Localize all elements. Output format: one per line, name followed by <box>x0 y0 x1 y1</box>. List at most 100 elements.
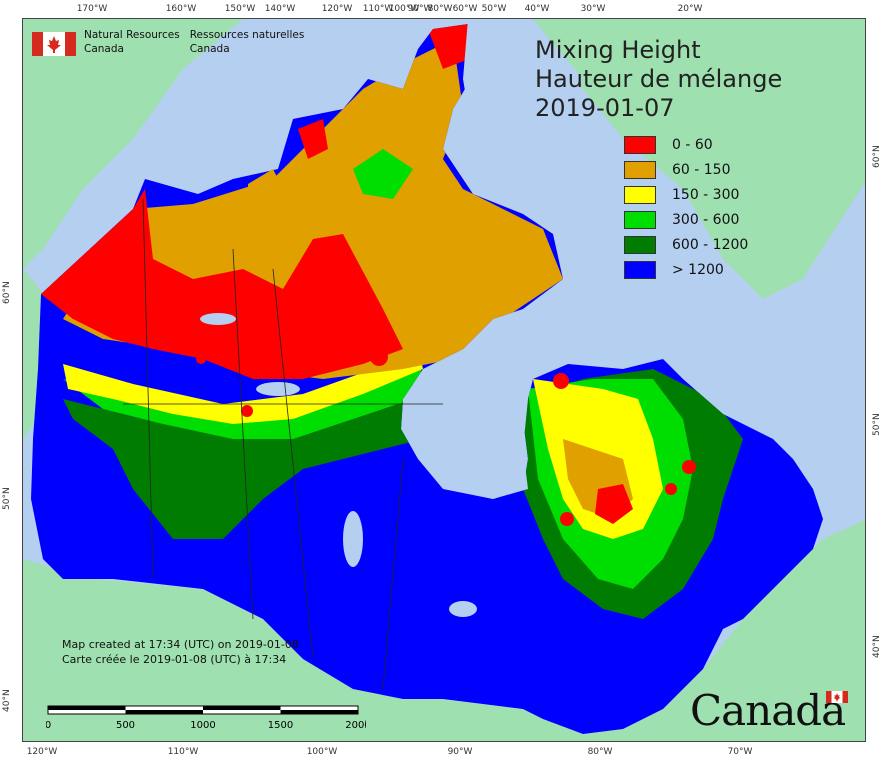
land-greenland <box>533 19 865 299</box>
scale-label: 2000 <box>345 720 366 731</box>
scale-unit: km <box>364 720 366 731</box>
legend-label: > 1200 <box>672 261 724 278</box>
graticule-label-bottom: 120°W <box>26 747 58 757</box>
legend-swatch <box>624 210 656 229</box>
title-date: 2019-01-07 <box>535 94 675 122</box>
boundary-mb-on <box>382 458 404 690</box>
boundaries <box>123 198 443 690</box>
lake <box>343 511 363 567</box>
credits-en: Map created at 17:34 (UTC) on 2019-01-08 <box>62 638 299 651</box>
zone-0-60-spot <box>139 329 151 341</box>
wordmark-flag-icon <box>826 691 848 703</box>
title-line-en: Mixing Height <box>535 36 701 64</box>
scale-label: 1000 <box>190 720 215 731</box>
boundary-yukon-bc <box>142 198 154 580</box>
legend-label: 300 - 600 <box>672 211 740 228</box>
legend-swatch <box>624 160 656 179</box>
credits-fr: Carte créée le 2019-01-08 (UTC) à 17:34 <box>62 653 287 666</box>
zone-0-60-spot <box>560 512 574 526</box>
zone-0-60-spot <box>682 460 696 474</box>
zone-0-60-quebec <box>595 484 633 524</box>
graticule-label-top: 80°W <box>427 4 453 14</box>
graticule-label-top: 90°W <box>407 4 433 14</box>
map-credits: Map created at 17:34 (UTC) on 2019-01-08… <box>62 637 299 667</box>
graticule-label-bottom: 110°W <box>167 747 199 757</box>
map-graphic <box>23 19 865 741</box>
graticule-label-top: 50°W <box>481 4 507 14</box>
arctic-island <box>298 119 328 159</box>
scale-label: 500 <box>116 720 135 731</box>
legend-label: 60 - 150 <box>672 161 731 178</box>
title-line-fr: Hauteur de mélange <box>535 65 783 93</box>
map-title: Mixing Height Hauteur de mélange 2019-01… <box>535 36 782 123</box>
graticule-label-top: 60°W <box>452 4 478 14</box>
legend-swatch <box>624 135 656 154</box>
graticule-label-top: 140°W <box>264 4 296 14</box>
zone-0-60-spot <box>196 354 206 364</box>
legend-item: 600 - 1200 <box>624 232 748 257</box>
lake <box>256 382 300 396</box>
baffin-bay <box>463 19 583 169</box>
legend-swatch <box>624 235 656 254</box>
zone-0-60-spot <box>370 348 388 366</box>
land-usa <box>23 519 865 741</box>
canada-flag-icon <box>32 32 76 56</box>
graticule-label-top: 20°W <box>677 4 703 14</box>
graticule-label-right: 60°N <box>872 145 880 168</box>
agency-name-fr: Ressources naturelles Canada <box>190 28 305 56</box>
graticule-label-bottom: 90°W <box>447 747 473 757</box>
legend-label: 600 - 1200 <box>672 236 749 253</box>
graticule-label-top: 170°W <box>76 4 108 14</box>
graticule-label-top: 150°W <box>224 4 256 14</box>
agency-fr-line: Ressources naturelles <box>189 29 305 41</box>
lake <box>200 313 236 325</box>
graticule-label-bottom: 80°W <box>587 747 613 757</box>
graticule-label-top: 40°W <box>524 4 550 14</box>
boundary-nwt-ab <box>232 248 254 620</box>
zone-300-600-west <box>63 364 423 439</box>
graticule-label-bottom: 100°W <box>306 747 338 757</box>
agency-name-en: Natural Resources Canada <box>84 28 180 56</box>
legend-swatch <box>624 185 656 204</box>
hudson-bay <box>403 359 528 499</box>
arctic-island <box>248 169 288 219</box>
scale-label: 0 <box>46 720 51 731</box>
legend: 0 - 60 60 - 150 150 - 300 300 - 600 600 … <box>624 132 748 282</box>
scale-label: 1500 <box>268 720 293 731</box>
graticule-label-bottom: 70°W <box>727 747 753 757</box>
legend-item: 300 - 600 <box>624 207 748 232</box>
zone-0-60-spot <box>241 405 253 417</box>
legend-item: > 1200 <box>624 257 748 282</box>
legend-label: 150 - 300 <box>672 186 740 203</box>
boundary-sk-mb <box>272 268 314 660</box>
lake <box>449 601 477 617</box>
zone-0-60-north <box>41 189 403 379</box>
legend-item: 150 - 300 <box>624 182 748 207</box>
graticule-label-top: 100°W <box>388 4 420 14</box>
graticule-label-left: 50°N <box>2 487 12 510</box>
legend-item: 0 - 60 <box>624 132 748 157</box>
legend-swatch <box>624 260 656 279</box>
graticule-label-top: 120°W <box>321 4 353 14</box>
zone-0-60-spot <box>553 373 569 389</box>
agency-en-line: Canada <box>84 43 124 55</box>
legend-label: 0 - 60 <box>672 136 713 153</box>
zone-150-300-west <box>63 349 423 424</box>
arctic-island <box>353 149 413 199</box>
graticule-label-right: 50°N <box>872 413 880 436</box>
map-canvas <box>22 18 866 742</box>
canada-wordmark: Canada <box>690 686 846 735</box>
graticule-label-top: 30°W <box>580 4 606 14</box>
graticule-label-left: 60°N <box>2 281 12 304</box>
zone-0-60-spot <box>665 483 677 495</box>
scale-bar: 0 500 1000 1500 2000 km <box>46 705 366 731</box>
graticule-label-top: 160°W <box>165 4 197 14</box>
graticule-label-left: 40°N <box>2 689 12 712</box>
land-alaska-arctic <box>23 19 243 269</box>
graticule-label-right: 40°N <box>872 635 880 658</box>
graticule-label-top: 110°W <box>362 4 394 14</box>
agency-signature: Natural Resources Canada Ressources natu… <box>32 28 304 56</box>
zone-0-60-ellesmere <box>428 24 469 69</box>
agency-en-line: Natural Resources <box>84 29 180 41</box>
